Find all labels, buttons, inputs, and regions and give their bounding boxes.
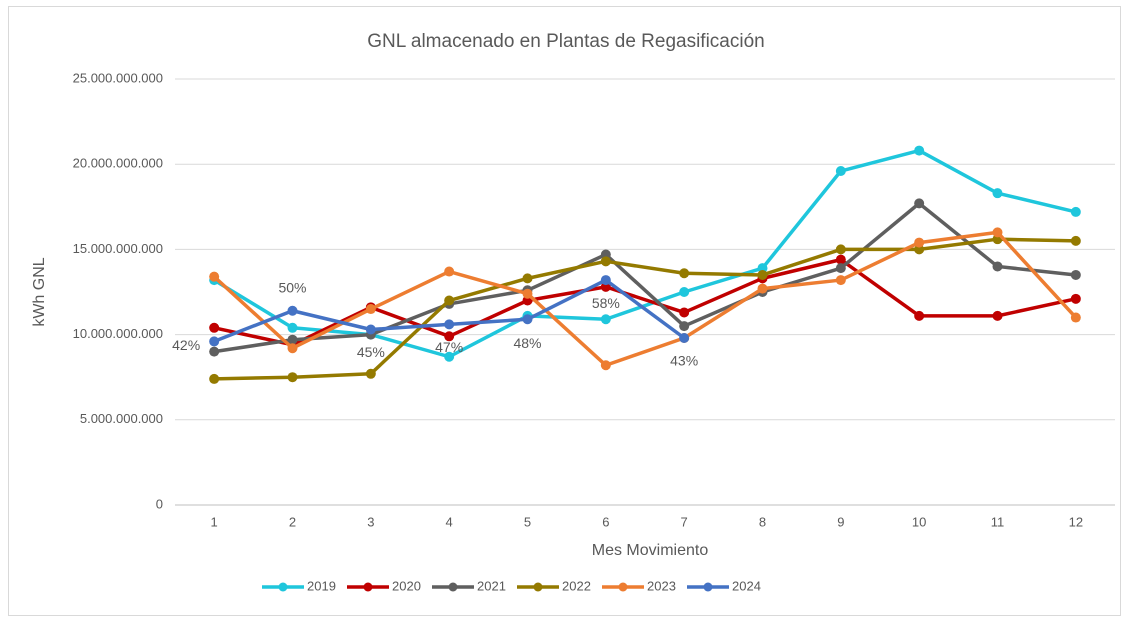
x-tick-label: 1 bbox=[211, 514, 218, 529]
data-point bbox=[209, 271, 220, 282]
legend-label: 2020 bbox=[392, 578, 421, 593]
x-tick-label: 9 bbox=[837, 514, 844, 529]
data-point bbox=[914, 198, 925, 209]
legend-label: 2024 bbox=[732, 578, 761, 593]
data-point bbox=[600, 275, 611, 286]
data-point bbox=[287, 334, 298, 345]
legend-marker bbox=[533, 582, 543, 592]
x-tick-label: 2 bbox=[289, 514, 296, 529]
data-point bbox=[1070, 235, 1081, 246]
y-tick-label: 5.000.000.000 bbox=[80, 411, 163, 426]
data-point bbox=[287, 322, 298, 333]
data-point bbox=[209, 322, 220, 333]
series-line bbox=[213, 148, 1077, 359]
data-point bbox=[992, 227, 1003, 238]
x-tick-label: 11 bbox=[991, 514, 1005, 529]
data-point bbox=[914, 145, 925, 156]
point-label: 43% bbox=[670, 353, 698, 369]
data-point bbox=[757, 269, 768, 280]
data-point bbox=[600, 256, 611, 267]
data-point bbox=[444, 331, 455, 342]
data-point bbox=[1070, 312, 1081, 323]
data-point bbox=[1070, 293, 1081, 304]
data-point bbox=[444, 295, 455, 306]
legend-label: 2019 bbox=[307, 578, 336, 593]
chart-title: GNL almacenado en Plantas de Regasificac… bbox=[367, 31, 764, 52]
data-point bbox=[835, 275, 846, 286]
series-line bbox=[214, 237, 1076, 381]
chart-frame bbox=[8, 6, 1121, 616]
data-point bbox=[209, 336, 220, 347]
data-point bbox=[287, 372, 298, 383]
x-axis-title: Mes Movimiento bbox=[592, 542, 709, 559]
legend-label: 2022 bbox=[562, 578, 591, 593]
series-line bbox=[212, 230, 1078, 368]
data-point bbox=[679, 307, 690, 318]
data-point bbox=[835, 244, 846, 255]
data-point bbox=[757, 283, 768, 294]
data-point bbox=[992, 310, 1003, 321]
legend-marker bbox=[703, 582, 713, 592]
data-point bbox=[365, 304, 376, 315]
legend-marker bbox=[363, 582, 373, 592]
data-point bbox=[835, 254, 846, 265]
data-point bbox=[1070, 269, 1081, 280]
data-point bbox=[365, 368, 376, 379]
data-point bbox=[522, 273, 533, 284]
data-point bbox=[444, 319, 455, 330]
x-tick-label: 7 bbox=[681, 514, 688, 529]
data-point bbox=[992, 261, 1003, 272]
data-point bbox=[287, 305, 298, 316]
legend-marker bbox=[618, 582, 628, 592]
point-label: 50% bbox=[278, 279, 306, 295]
x-tick-label: 3 bbox=[367, 514, 374, 529]
data-point bbox=[679, 287, 690, 297]
data-point bbox=[209, 346, 220, 357]
x-tick-label: 6 bbox=[602, 514, 609, 529]
data-point bbox=[444, 351, 455, 362]
data-point bbox=[679, 321, 690, 332]
y-tick-label: 25.000.000.000 bbox=[73, 70, 163, 85]
data-point bbox=[365, 324, 376, 335]
series-line bbox=[213, 257, 1077, 347]
data-point bbox=[679, 333, 690, 344]
data-point bbox=[600, 360, 611, 371]
point-label: 45% bbox=[357, 344, 385, 360]
data-point bbox=[522, 314, 533, 325]
point-label: 42% bbox=[172, 337, 200, 353]
x-tick-label: 10 bbox=[912, 514, 926, 529]
series-line bbox=[213, 201, 1077, 354]
data-point bbox=[209, 373, 220, 384]
x-tick-label: 12 bbox=[1069, 514, 1083, 529]
data-point bbox=[444, 266, 455, 277]
data-point bbox=[992, 188, 1003, 199]
data-point bbox=[914, 237, 925, 248]
y-tick-label: 15.000.000.000 bbox=[73, 241, 163, 256]
legend-marker bbox=[448, 582, 458, 592]
point-label: 47% bbox=[435, 339, 463, 355]
x-tick-label: 4 bbox=[446, 514, 453, 529]
data-point bbox=[914, 310, 925, 321]
data-point bbox=[522, 288, 533, 299]
y-tick-label: 10.000.000.000 bbox=[73, 326, 163, 341]
point-label: 48% bbox=[513, 335, 541, 351]
data-point bbox=[835, 166, 846, 177]
data-point bbox=[1070, 206, 1081, 217]
legend-marker bbox=[278, 582, 288, 592]
x-tick-label: 5 bbox=[524, 514, 531, 529]
y-tick-label: 20.000.000.000 bbox=[73, 156, 163, 171]
data-point bbox=[600, 314, 611, 325]
data-point bbox=[679, 268, 690, 279]
point-label: 58% bbox=[592, 295, 620, 311]
x-tick-label: 8 bbox=[759, 514, 766, 529]
y-tick-label: 0 bbox=[156, 496, 163, 511]
legend-label: 2023 bbox=[647, 578, 676, 593]
data-point bbox=[287, 343, 298, 354]
legend-label: 2021 bbox=[477, 578, 506, 593]
data-point bbox=[835, 263, 846, 274]
y-axis-title: kWh GNL bbox=[31, 257, 48, 326]
